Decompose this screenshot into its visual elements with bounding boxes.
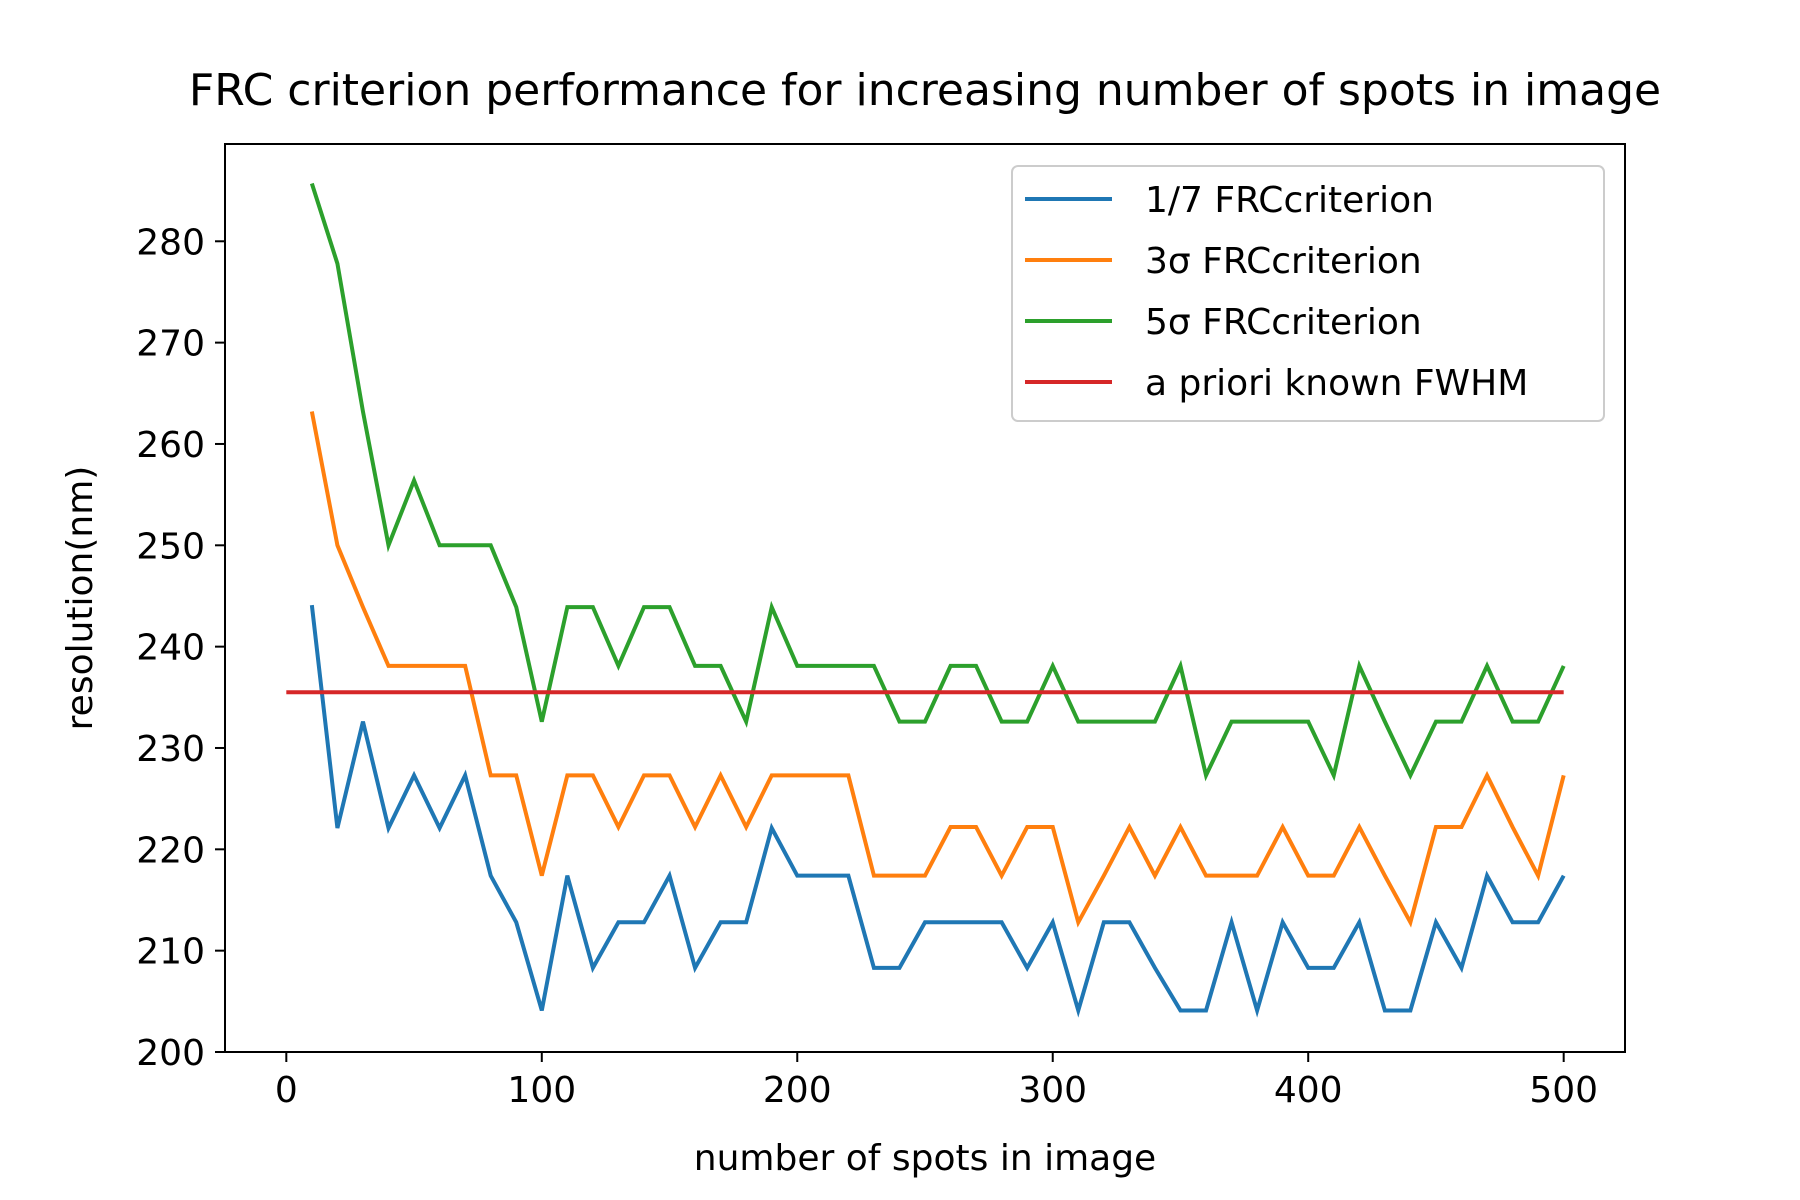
legend-label-3: 5σ FRCcriterion [1145, 302, 1422, 343]
x-axis-ticks: 0 100 200 300 400 500 [275, 1052, 1598, 1111]
x-tick-label: 500 [1529, 1070, 1598, 1111]
y-axis-ticks: 200 210 220 230 240 250 260 270 280 [136, 222, 225, 1074]
legend-label-1: 1/7 FRCcriterion [1145, 180, 1434, 221]
y-tick-label: 260 [136, 425, 205, 466]
legend-label-4: a priori known FWHM [1145, 363, 1528, 404]
x-tick-label: 300 [1018, 1070, 1087, 1111]
x-tick-label: 400 [1274, 1070, 1343, 1111]
series-layer [286, 182, 1566, 1018]
y-tick-label: 280 [136, 222, 205, 263]
y-tick-label: 270 [136, 324, 205, 365]
y-tick-label: 200 [136, 1033, 205, 1074]
plot-area-frame [224, 143, 1626, 1053]
legend-label-2: 3σ FRCcriterion [1145, 241, 1422, 282]
legend: 1/7 FRCcriterion 3σ FRCcriterion 5σ FRCc… [1011, 165, 1605, 422]
y-tick-label: 230 [136, 729, 205, 770]
y-axis-label: resolution(nm) [60, 466, 101, 731]
y-tick-label: 250 [136, 526, 205, 567]
series-line-3sigma-frc [309, 411, 1566, 928]
series-line-1-7-frc [309, 604, 1566, 1018]
y-tick-label: 220 [136, 830, 205, 871]
x-tick-label: 200 [763, 1070, 832, 1111]
y-tick-label: 240 [136, 628, 205, 669]
x-tick-label: 0 [275, 1070, 298, 1111]
x-axis-label: number of spots in image [694, 1138, 1156, 1179]
chart-title: FRC criterion performance for increasing… [189, 65, 1661, 116]
x-tick-label: 100 [507, 1070, 576, 1111]
legend-box [1011, 165, 1605, 422]
y-tick-label: 210 [136, 932, 205, 973]
